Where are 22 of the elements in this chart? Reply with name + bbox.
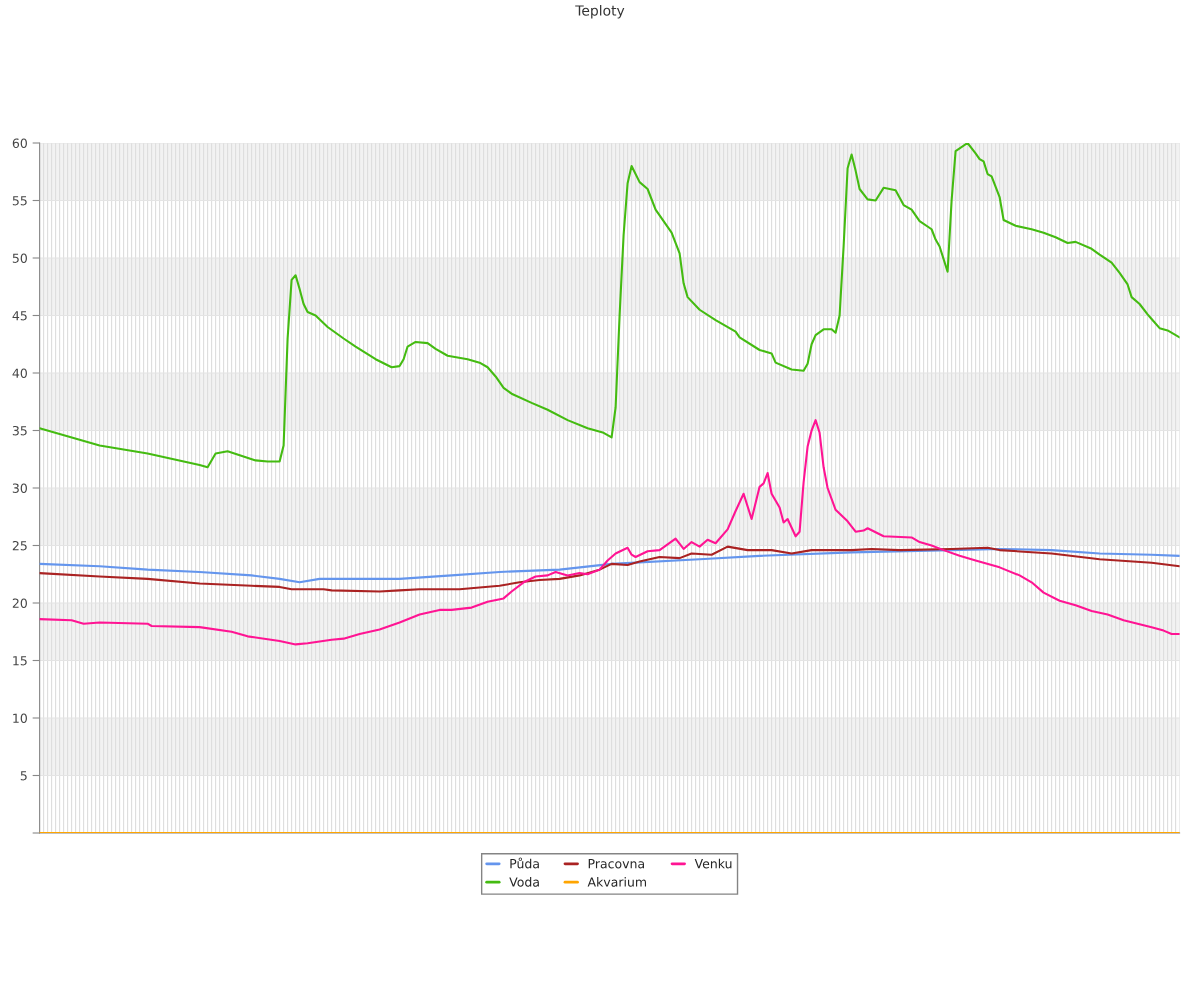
legend-label: Venku (694, 858, 732, 869)
legend-label: Akvarium (587, 877, 646, 887)
legend-label: Půda (510, 857, 539, 869)
legend-label: Voda (509, 877, 539, 887)
y-tick-label: 10 (13, 713, 27, 723)
y-tick-label: 5 (20, 771, 27, 781)
y-tick-label: 45 (12, 311, 27, 321)
y-tick-label: 40 (12, 368, 27, 378)
line-series (39, 547, 1180, 584)
line-series (39, 545, 1180, 593)
y-tick-label: 20 (12, 598, 27, 608)
legend-label: Pracovna (588, 859, 644, 869)
y-tick-label: 55 (12, 196, 27, 206)
y-tick-label: 25 (12, 540, 27, 551)
y-tick-label: 50 (12, 253, 27, 263)
line-series (39, 419, 1180, 646)
line-series (39, 143, 1180, 469)
y-tick-label: 35 (12, 425, 27, 436)
chart-title: Teploty (575, 5, 625, 19)
y-tick-label: 30 (12, 483, 27, 493)
y-tick-label: 15 (13, 656, 27, 666)
y-tick-label: 60 (12, 138, 27, 148)
